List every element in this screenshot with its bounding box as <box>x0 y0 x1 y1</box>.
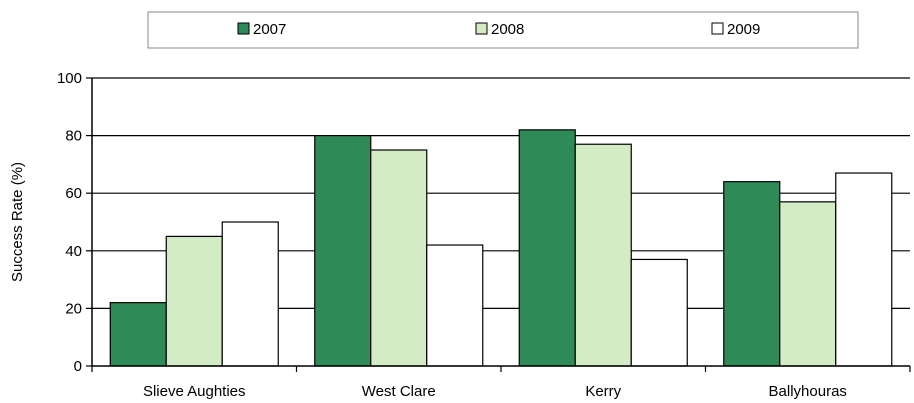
y-tick-label: 20 <box>65 300 82 317</box>
bar-2008 <box>370 149 428 367</box>
x-category-label: Slieve Aughties <box>143 383 246 400</box>
x-category-label: Kerry <box>585 383 621 400</box>
bar-2007 <box>518 129 576 367</box>
y-tick-label: 40 <box>65 243 82 260</box>
legend-label: 2007 <box>253 21 286 38</box>
y-axis-title: Success Rate (%) <box>9 162 26 282</box>
bar-2009 <box>630 258 688 367</box>
legend-swatch-2008 <box>475 22 488 35</box>
x-category-labels: Slieve Aughties West Clare Kerry Ballyhoura… <box>143 383 847 400</box>
y-tick-label: 0 <box>74 358 82 375</box>
bar-2008 <box>779 201 837 367</box>
bar-2009 <box>835 172 893 367</box>
x-category-label: West Clare <box>362 383 436 400</box>
bar-2009 <box>221 221 279 367</box>
y-tick-labels: 0 20 40 60 80 100 <box>57 70 92 375</box>
y-tick-label: 60 <box>65 185 82 202</box>
bar-2007 <box>314 135 372 367</box>
y-tick-label: 80 <box>65 128 82 145</box>
legend: 2007 2008 2009 <box>147 11 859 49</box>
legend-box <box>147 11 859 49</box>
legend-swatch-2009 <box>711 22 724 35</box>
bar-2007 <box>723 181 781 367</box>
legend-label: 2008 <box>491 21 524 38</box>
legend-swatch-2007 <box>237 22 250 35</box>
x-category-label: Ballyhouras <box>769 383 847 400</box>
axes <box>91 78 911 372</box>
y-tick-label: 100 <box>57 70 82 87</box>
bar-2007 <box>109 302 167 367</box>
bars <box>109 129 893 367</box>
bar-2009 <box>426 244 484 367</box>
bar-2008 <box>165 235 223 367</box>
legend-label: 2009 <box>727 21 760 38</box>
bar-2008 <box>574 143 632 367</box>
